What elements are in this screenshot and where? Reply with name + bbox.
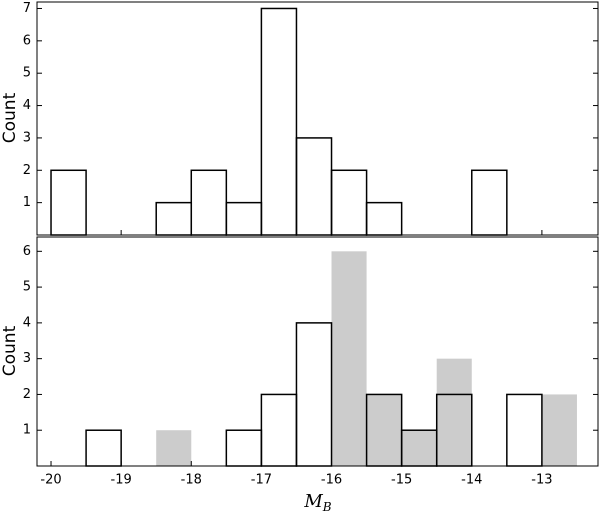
y-tick-label: 6 xyxy=(23,244,31,259)
x-tick-label: -20 xyxy=(40,473,61,488)
plot-frame xyxy=(36,236,599,467)
histogram-bar xyxy=(190,169,228,236)
histogram-bar xyxy=(331,251,367,466)
histogram-bar xyxy=(260,393,298,467)
y-tick-label: 2 xyxy=(23,387,31,402)
y-tick-label: 3 xyxy=(23,351,31,366)
histogram-bar xyxy=(85,429,122,467)
y-tick-label: 7 xyxy=(23,1,31,16)
x-tick-label: -13 xyxy=(531,473,552,488)
y-tick-label: 4 xyxy=(23,315,31,330)
x-axis-label: MB xyxy=(303,491,331,514)
histogram-bar xyxy=(506,393,543,467)
y-tick-label: 5 xyxy=(23,66,31,81)
histogram-bar xyxy=(156,430,192,466)
histogram-bar xyxy=(295,137,333,236)
x-tick-label: -19 xyxy=(111,473,132,488)
x-tick-label: -16 xyxy=(321,473,342,488)
y-tick-label: 6 xyxy=(23,33,31,48)
y-tick-label: 2 xyxy=(23,163,31,178)
x-axis-label-main: M xyxy=(303,491,323,512)
y-axis-label: Count xyxy=(0,325,20,376)
histogram-bar xyxy=(155,201,193,236)
histogram-bar xyxy=(471,169,508,236)
x-tick-label: -18 xyxy=(181,473,202,488)
x-tick-label: -15 xyxy=(391,473,412,488)
y-tick-label: 1 xyxy=(23,195,31,210)
y-tick-label: 4 xyxy=(23,98,31,113)
histogram-bar xyxy=(365,201,403,236)
x-axis-label-sub: B xyxy=(322,500,332,514)
x-tick-label: -14 xyxy=(461,473,482,488)
plot-frame xyxy=(36,1,599,236)
histogram-bar xyxy=(260,7,298,236)
y-tick-label: 5 xyxy=(23,280,31,295)
y-axis-label: Count xyxy=(0,92,20,143)
y-tick-label: 1 xyxy=(23,423,31,438)
histogram-bar xyxy=(330,169,368,236)
histogram-bar xyxy=(401,430,437,466)
histogram-bar xyxy=(295,322,333,467)
histogram-bar xyxy=(541,394,577,466)
histogram-bar xyxy=(225,201,263,236)
histogram-bar xyxy=(436,358,472,466)
histogram-bar xyxy=(50,169,87,236)
y-tick-label: 3 xyxy=(23,130,31,145)
histogram-bar xyxy=(225,429,263,467)
x-tick-label: -17 xyxy=(251,473,272,488)
histogram-bar xyxy=(366,394,402,466)
